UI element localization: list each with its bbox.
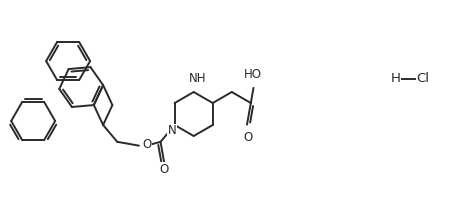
- Text: O: O: [160, 163, 169, 176]
- Text: Cl: Cl: [416, 72, 430, 85]
- Text: H: H: [390, 72, 400, 85]
- Text: O: O: [244, 131, 252, 144]
- Text: HO: HO: [244, 68, 261, 81]
- Text: NH: NH: [189, 71, 206, 85]
- Text: N: N: [168, 125, 177, 137]
- Text: O: O: [142, 138, 152, 151]
